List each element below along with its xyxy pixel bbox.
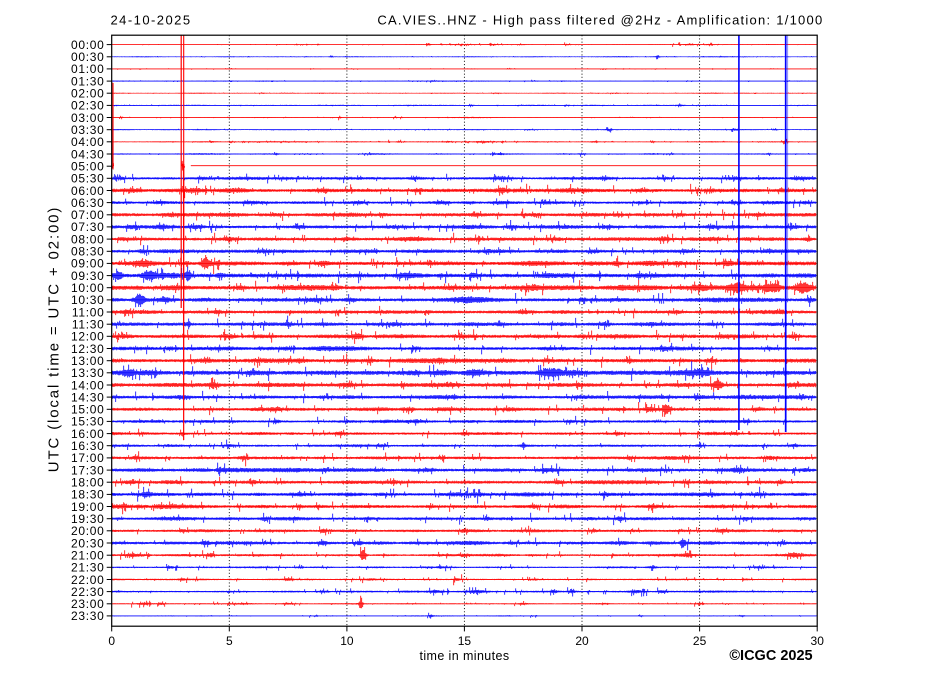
svg-text:08:30: 08:30 [71,245,105,259]
svg-text:08:00: 08:00 [71,232,105,246]
svg-text:02:00: 02:00 [71,87,105,101]
svg-text:05:30: 05:30 [71,172,105,186]
svg-text:11:00: 11:00 [72,305,105,319]
svg-text:CA.VIES..HNZ - High pass filte: CA.VIES..HNZ - High pass filtered @2Hz -… [377,12,823,27]
svg-text:11:30: 11:30 [72,318,105,332]
svg-text:05:00: 05:00 [71,160,105,174]
svg-text:24-10-2025: 24-10-2025 [111,12,192,27]
svg-text:16:00: 16:00 [71,427,105,441]
svg-text:01:00: 01:00 [71,62,105,76]
svg-text:19:00: 19:00 [71,500,105,514]
svg-text:01:30: 01:30 [71,74,105,88]
svg-text:23:30: 23:30 [71,609,105,623]
svg-text:03:30: 03:30 [71,123,105,137]
svg-text:04:30: 04:30 [71,147,105,161]
svg-text:12:00: 12:00 [71,330,105,344]
svg-text:0: 0 [108,634,115,648]
svg-text:30: 30 [811,634,825,648]
svg-text:16:30: 16:30 [71,439,105,453]
svg-text:18:30: 18:30 [71,488,105,502]
svg-text:20:00: 20:00 [71,524,105,538]
svg-text:25: 25 [693,634,707,648]
svg-text:07:00: 07:00 [71,208,105,222]
svg-text:09:30: 09:30 [71,269,105,283]
svg-text:06:00: 06:00 [71,184,105,198]
svg-text:14:30: 14:30 [71,390,105,404]
svg-text:UTC (local time = UTC + 02:00): UTC (local time = UTC + 02:00) [46,206,63,472]
svg-text:03:00: 03:00 [71,111,105,125]
svg-text:21:30: 21:30 [71,561,105,575]
svg-text:10: 10 [340,634,354,648]
svg-text:20: 20 [575,634,589,648]
svg-text:15: 15 [458,634,472,648]
svg-text:04:00: 04:00 [71,135,105,149]
svg-text:20:30: 20:30 [71,536,105,550]
svg-text:10:30: 10:30 [71,293,105,307]
svg-text:14:00: 14:00 [71,378,105,392]
svg-text:23:00: 23:00 [71,597,105,611]
svg-text:02:30: 02:30 [71,99,105,113]
svg-text:09:00: 09:00 [71,257,105,271]
svg-text:17:00: 17:00 [71,451,105,465]
svg-text:18:00: 18:00 [71,476,105,490]
svg-text:00:30: 00:30 [71,50,105,64]
svg-text:13:30: 13:30 [71,366,105,380]
svg-text:15:30: 15:30 [71,415,105,429]
svg-text:15:00: 15:00 [71,403,105,417]
svg-text:time in minutes: time in minutes [419,649,509,663]
svg-text:00:00: 00:00 [71,38,105,52]
svg-text:©ICGC 2025: ©ICGC 2025 [729,648,812,664]
svg-text:5: 5 [226,634,233,648]
svg-text:06:30: 06:30 [71,196,105,210]
svg-text:22:00: 22:00 [71,573,105,587]
svg-text:07:30: 07:30 [71,220,105,234]
svg-text:21:00: 21:00 [71,549,105,563]
svg-text:10:00: 10:00 [71,281,105,295]
svg-text:13:00: 13:00 [71,354,105,368]
svg-text:17:30: 17:30 [71,463,105,477]
svg-text:19:30: 19:30 [71,512,105,526]
svg-text:12:30: 12:30 [71,342,105,356]
svg-text:22:30: 22:30 [71,585,105,599]
